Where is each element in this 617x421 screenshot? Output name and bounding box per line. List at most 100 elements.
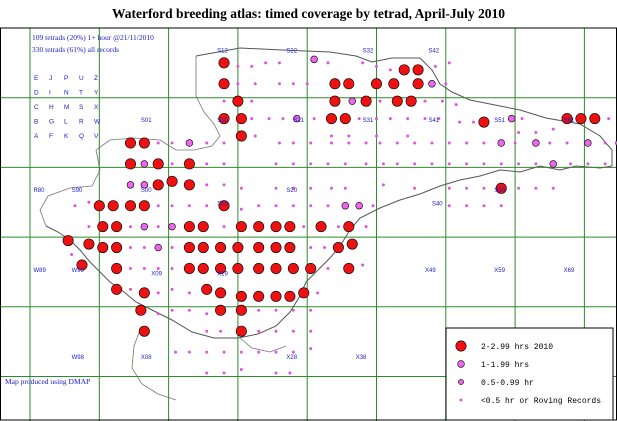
tetrad-dot-tiny [603,162,607,166]
tetrad-dot-tiny [499,162,503,166]
tetrad-dot-large [197,242,209,254]
tetrad-dot-large [589,113,601,125]
tetrad-key-letter: N [64,90,69,97]
tetrad-dot-tiny [326,61,330,65]
tetrad-dot-tiny [447,61,451,65]
tetrad-dot-tiny [444,82,448,86]
tetrad-dot-tiny [222,99,226,103]
tetrad-dot-medium [341,202,350,210]
tetrad-dot-tiny [534,162,538,166]
tetrad-dot-tiny [73,204,77,208]
tetrad-dot-large [339,113,351,125]
square-label: S00 [141,188,152,194]
tetrad-dot-tiny [312,117,316,121]
tetrad-dot-tiny [174,350,178,354]
tetrad-dot-large [575,113,587,125]
tetrad-dot-tiny [205,141,209,145]
square-label: S42 [428,48,439,54]
tetrad-dot-tiny [534,186,538,190]
square-label: S32 [363,48,374,54]
tetrad-dot-tiny [329,141,333,145]
tetrad-key-letter: Y [94,90,99,97]
tetrad-dot-large [398,64,410,76]
tetrad-dot-tiny [142,246,146,250]
tetrad-dot-large [218,57,230,69]
tetrad-dot-tiny [222,162,226,166]
tetrad-dot-tiny [430,141,434,145]
tetrad-dot-large [183,221,195,233]
tetrad-dot-tiny [257,308,261,312]
square-label: X19 [217,271,228,277]
tetrad-dot-medium [126,181,135,189]
tetrad-dot-tiny [128,266,132,270]
tetrad-dot-tiny [329,186,333,190]
square-label: W89 [33,268,46,274]
tetrad-dot-tiny [156,312,160,316]
square-label: X09 [151,271,162,277]
tetrad-dot-large [76,259,88,271]
tetrad-dot-large [235,221,247,233]
tetrad-dot-tiny [465,141,469,145]
tetrad-dot-tiny [274,186,278,190]
square-label: S51 [494,118,505,124]
tetrad-dot-tiny [309,246,313,250]
tetrad-dot-large [111,221,123,233]
tetrad-dot-tiny [87,200,91,204]
tetrad-dot-large [124,200,136,212]
tetrad-dot-tiny [454,103,458,107]
tetrad-dot-tiny [250,64,254,68]
tetrad-dot-large [124,158,136,170]
tetrad-key-letter: R [79,119,84,126]
map-title: Waterford breeding atlas: timed coverage… [111,6,506,21]
tetrad-dot-tiny [472,120,476,124]
tetrad-dot-large [284,242,296,254]
tetrad-dot-tiny [347,141,351,145]
tetrad-dot-tiny [128,225,132,229]
tetrad-dot-large [218,78,230,90]
tetrad-dot-tiny [316,291,320,295]
tetrad-dot-tiny [465,162,469,166]
tetrad-dot-medium [154,243,162,252]
tetrad-dot-tiny [551,127,555,131]
tetrad-dot-tiny [309,141,313,145]
tetrad-dot-tiny [430,162,434,166]
tetrad-dot-large [325,113,337,125]
tetrad-dot-medium [168,222,176,231]
tetrad-dot-large [235,325,247,337]
tetrad-dot-tiny [222,350,226,354]
tetrad-dot-large [270,262,282,274]
tetrad-dot-large [232,95,244,107]
tetrad-dot-tiny [423,117,427,121]
tetrad-dot-tiny [375,64,378,68]
tetrad-dot-tiny [534,131,538,135]
tetrad-dot-tiny [347,134,351,138]
tetrad-dot-large [343,262,355,274]
tetrad-dot-tiny [440,99,444,103]
tetrad-dot-large [215,287,227,299]
tetrad-dot-tiny [378,99,382,103]
tetrad-dot-tiny [239,350,243,354]
tetrad-dot-tiny [548,141,552,145]
tetrad-dot-tiny [156,204,160,208]
tetrad-dot-tiny [336,225,340,229]
tetrad-dot-tiny [170,141,174,145]
tetrad-dot-tiny [482,141,486,145]
tetrad-dot-tiny [205,162,209,166]
square-label: S50 [494,188,505,194]
tetrad-dot-tiny [309,204,313,208]
tetrad-dot-tiny [250,99,254,103]
tetrad-dot-tiny [253,82,257,86]
tetrad-dot-large [253,262,265,274]
tetrad-dot-large [111,283,123,295]
tetrad-dot-medium [507,114,516,123]
tetrad-dot-tiny [395,141,399,145]
tetrad-dot-tiny [413,186,417,190]
tetrad-dot-tiny [187,291,191,295]
legend-swatch-tiny [459,398,463,402]
tetrad-dot-tiny [309,329,313,333]
tetrad-dot-tiny [329,134,333,138]
tetrad-dot-large [270,242,282,254]
tetrad-dot-large [270,290,282,302]
tetrad-dot-tiny [388,117,392,121]
tetrad-key-letter: F [49,133,53,140]
